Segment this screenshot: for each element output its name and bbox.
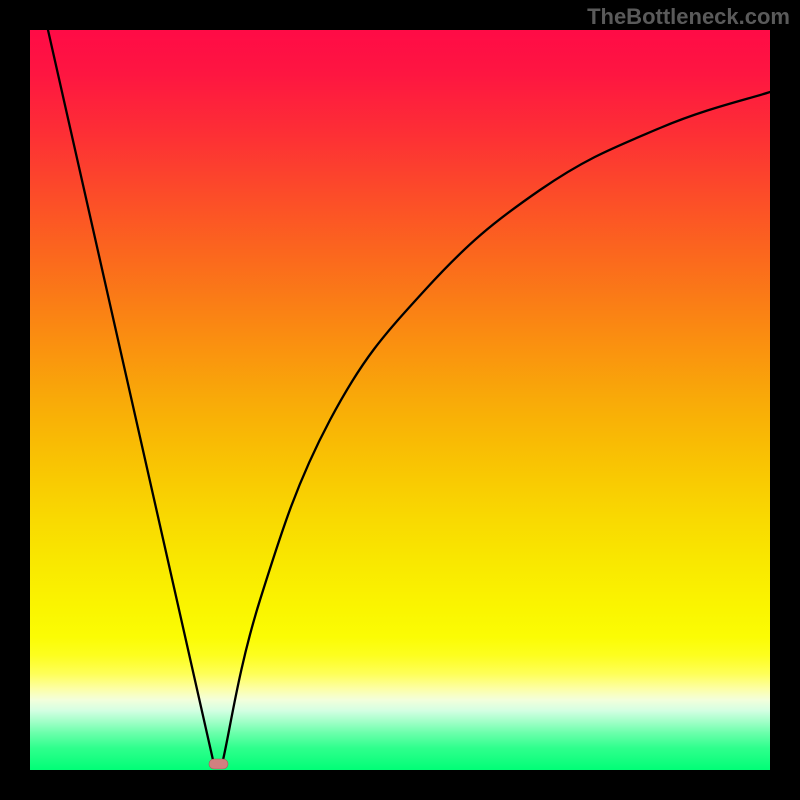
bottleneck-marker xyxy=(209,759,228,769)
bottleneck-chart xyxy=(0,0,800,800)
attribution-text: TheBottleneck.com xyxy=(587,4,790,30)
gradient-background xyxy=(30,30,770,770)
chart-container: { "attribution": { "text": "TheBottlenec… xyxy=(0,0,800,800)
